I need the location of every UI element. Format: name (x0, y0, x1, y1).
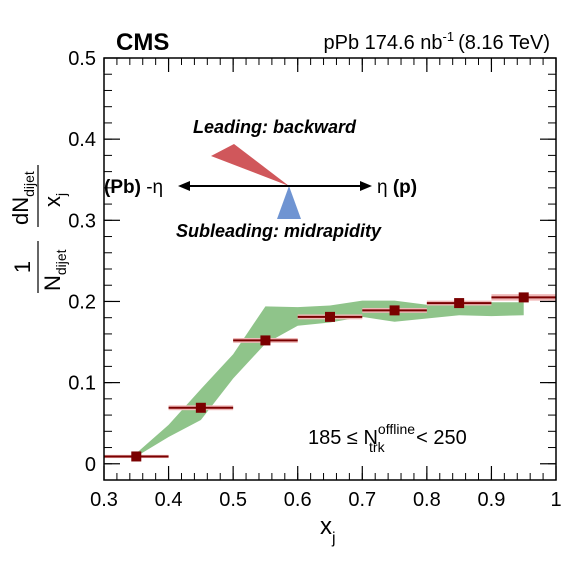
data-point-3 (325, 311, 335, 322)
x-tick-label-6: 0.9 (478, 489, 506, 511)
data-points-layer (104, 292, 556, 462)
selection-lhs: 185 ≤ N (308, 427, 378, 449)
subleading-jet-cone (277, 186, 301, 219)
selection-sup: offline (378, 421, 415, 437)
eta-arrow-right (360, 181, 372, 191)
x-tick-label-2: 0.5 (219, 489, 247, 511)
data-point-0 (131, 451, 142, 462)
y-title-one: 1 (10, 261, 35, 273)
x-axis-title-main: x (320, 513, 332, 540)
eta-right-label: η (p) (377, 177, 417, 198)
lumi-main: pPb 174.6 nb (324, 32, 443, 54)
prediction-band-layer (136, 300, 524, 457)
data-point-1 (195, 402, 206, 413)
eta-arrow-left (178, 181, 190, 191)
axes-layer: 0.3 0.4 0.5 0.6 0.7 0.8 0.9 1 0 0.1 0.2 0.3 0.4 0.5 (68, 48, 561, 511)
lumi-sup: -1 (443, 29, 455, 44)
x-tick-label-4: 0.7 (348, 489, 376, 511)
lumi-energy: (8.16 TeV) (458, 32, 550, 54)
data-point-2 (260, 335, 271, 346)
prediction-band (136, 300, 524, 457)
y-title-dden: xj (40, 193, 69, 207)
experiment-label: CMS (116, 29, 169, 56)
data-point-5 (454, 298, 465, 309)
y-tick-label-4: 0.4 (68, 129, 96, 151)
y-tick-label-3: 0.3 (68, 210, 96, 232)
y-axis-title: 1 Ndijet dNdijet xj (8, 165, 69, 293)
x-tick-label-7: 1 (550, 489, 561, 511)
y-title-den: Ndijet (40, 249, 69, 291)
x-tick-label-0: 0.3 (90, 489, 118, 511)
y-title-dnum: dNdijet (8, 171, 37, 225)
x-tick-label-3: 0.6 (284, 489, 312, 511)
data-point-6 (518, 292, 529, 303)
x-tick-label-1: 0.4 (155, 489, 183, 511)
y-tick-label-0: 0 (85, 454, 96, 476)
subleading-label: Subleading: midrapidity (176, 221, 382, 241)
y-tick-label-2: 0.2 (68, 291, 96, 313)
leading-jet-cone (211, 144, 289, 186)
y-tick-label-1: 0.1 (68, 373, 96, 395)
x-axis-title-sub: j (331, 530, 336, 547)
leading-label: Leading: backward (193, 117, 357, 137)
data-point-4 (389, 305, 400, 316)
selection-rhs: < 250 (411, 427, 467, 449)
lumi-label: pPb 174.6 nb-1 (8.16 TeV) (324, 29, 550, 54)
selection-sub: trk (369, 439, 386, 455)
selection-annotation: 185 ≤ Noffline trk < 250 (308, 421, 467, 455)
y-tick-label-5: 0.5 (68, 48, 96, 70)
eta-left-label: (Pb) -η (104, 177, 163, 198)
x-axis-title: xj (320, 513, 336, 547)
kinematic-diagram: Leading: backward (Pb) -η η (p) Subleadi… (104, 117, 417, 241)
x-tick-label-5: 0.8 (413, 489, 441, 511)
